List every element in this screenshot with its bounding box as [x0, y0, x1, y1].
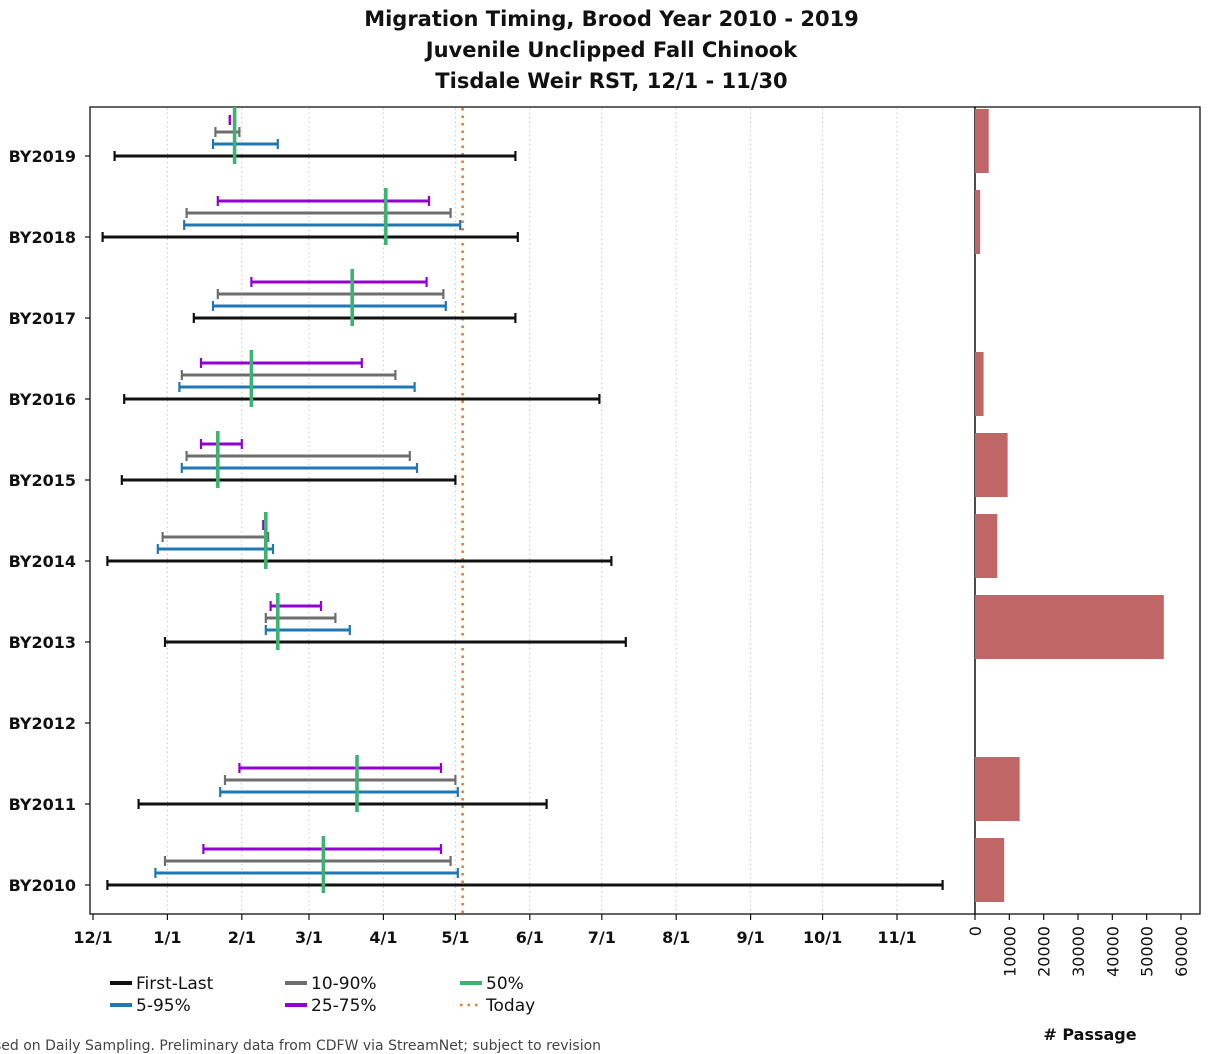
row-label: BY2017	[9, 309, 76, 328]
passage-bar	[975, 838, 1005, 902]
passage-tick-label: 40000	[1103, 926, 1122, 977]
row-label: BY2015	[9, 471, 76, 490]
row-label: BY2014	[9, 552, 76, 571]
passage-tick-label: 0	[966, 926, 985, 936]
x-tick-label: 8/1	[662, 928, 690, 947]
chart-title: Migration Timing, Brood Year 2010 - 2019…	[0, 4, 1223, 97]
passage-bar	[975, 109, 989, 173]
passage-bar	[975, 190, 981, 254]
passage-axis-label: # Passage	[1043, 1025, 1136, 1044]
legend-label: 5-95%	[136, 996, 191, 1016]
row-label: BY2013	[9, 633, 76, 652]
x-tick-label: 7/1	[588, 928, 616, 947]
passage-bar	[975, 514, 998, 578]
passage-tick-label: 60000	[1172, 926, 1191, 977]
passage-tick-label: 50000	[1138, 926, 1157, 977]
passage-tick-label: 10000	[1000, 926, 1019, 977]
passage-tick-label: 30000	[1069, 926, 1088, 977]
passage-tick-label: 20000	[1035, 926, 1054, 977]
x-tick-label: 6/1	[516, 928, 544, 947]
row-label: BY2019	[9, 147, 76, 166]
x-tick-label: 12/1	[73, 928, 112, 947]
passage-plot-frame	[974, 106, 1201, 915]
x-tick-label: 3/1	[295, 928, 323, 947]
row-label: BY2018	[9, 228, 76, 247]
legend-label: 25-75%	[311, 996, 377, 1016]
x-tick-label: 9/1	[737, 928, 765, 947]
chart-title-line-3: Tisdale Weir RST, 12/1 - 11/30	[435, 69, 788, 93]
x-tick-label: 4/1	[369, 928, 397, 947]
row-label: BY2010	[9, 876, 76, 895]
passage-bar	[975, 595, 1164, 659]
x-tick-label: 1/1	[153, 928, 181, 947]
passage-bar	[975, 352, 984, 416]
legend-label: Today	[485, 996, 535, 1016]
x-tick-label: 11/1	[877, 928, 916, 947]
row-label: BY2012	[9, 714, 76, 733]
legend-label: 50%	[486, 974, 524, 994]
chart-title-line-2: Juvenile Unclipped Fall Chinook	[425, 38, 798, 62]
row-label: BY2011	[9, 795, 76, 814]
legend-label: 10-90%	[311, 974, 377, 994]
row-label: BY2016	[9, 390, 76, 409]
passage-bar	[975, 433, 1008, 497]
x-tick-label: 5/1	[441, 928, 469, 947]
x-tick-label: 2/1	[228, 928, 256, 947]
footnote: sed on Daily Sampling. Preliminary data …	[0, 1038, 602, 1054]
passage-bar	[975, 757, 1020, 821]
x-tick-label: 10/1	[803, 928, 842, 947]
legend-label: First-Last	[136, 974, 214, 994]
chart-title-line-1: Migration Timing, Brood Year 2010 - 2019	[364, 7, 859, 31]
